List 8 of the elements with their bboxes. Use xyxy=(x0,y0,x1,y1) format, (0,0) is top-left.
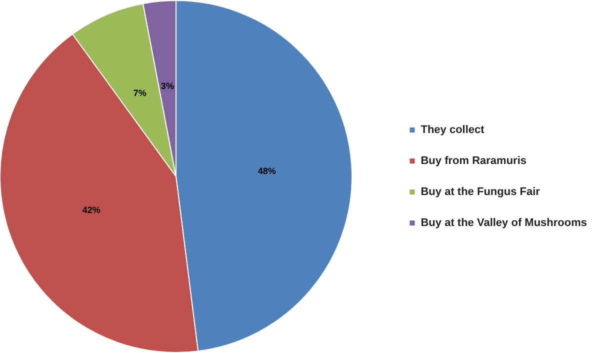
legend-label: Buy from Raramuris xyxy=(420,155,527,167)
legend-label: They collect xyxy=(420,124,485,136)
data-label: 7% xyxy=(133,88,146,98)
data-label: 48% xyxy=(258,166,276,176)
legend-label: Buy at the Fungus Fair xyxy=(420,186,541,198)
legend-label: Buy at the Valley of Mushrooms xyxy=(420,217,588,229)
data-label: 42% xyxy=(82,205,100,215)
data-label: 3% xyxy=(160,80,174,91)
